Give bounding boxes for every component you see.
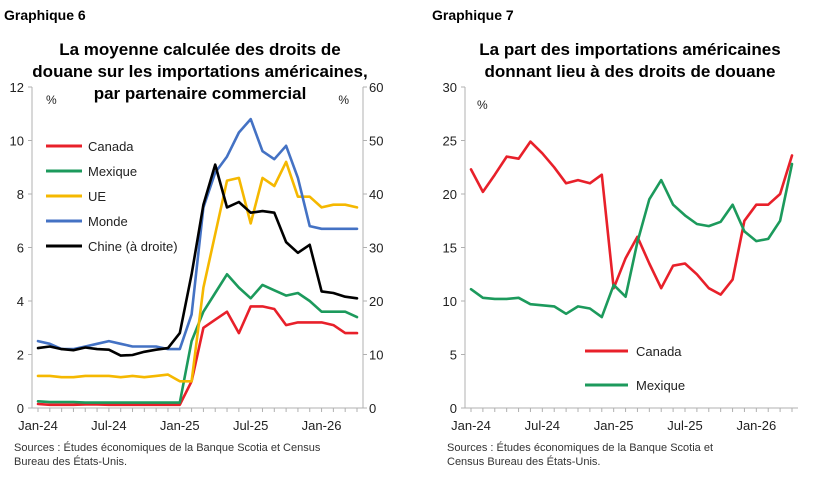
chart6-source-line: Bureau des États-Unis.: [14, 456, 128, 468]
chart6-right-tick-label: 40: [369, 187, 383, 202]
chart7-y-tick-label: 0: [450, 401, 457, 416]
chart6-title-line: La moyenne calculée des droits de: [59, 40, 341, 59]
chart6-left-tick-label: 6: [17, 241, 24, 256]
chart6-x-tick-label: Jul-24: [91, 418, 126, 433]
chart6-left-tick-label: 10: [10, 134, 24, 149]
chart6-left-tick-label: 4: [17, 294, 24, 309]
chart6-source: Sources : Études économiques de la Banqu…: [14, 441, 374, 469]
chart7-x-tick-label: Jan-25: [594, 418, 634, 433]
chart7-x-tick-label: Jul-25: [667, 418, 702, 433]
chart6-left-tick-label: 0: [17, 401, 24, 416]
chart7-x-tick-label: Jul-24: [525, 418, 560, 433]
chart6-source-line: Sources : Études économiques de la Banqu…: [14, 442, 321, 454]
chart6-left-tick-label: 8: [17, 187, 24, 202]
chart7-panel-label: Graphique 7: [432, 7, 514, 23]
chart6-title: La moyenne calculée des droits de douane…: [20, 39, 380, 105]
chart7-title-line: La part des importations américaines: [479, 40, 781, 59]
chart7-y-tick-label: 15: [443, 241, 457, 256]
chart6-legend-label: Canada: [88, 139, 134, 154]
chart6-legend-label: Chine (à droite): [88, 239, 178, 254]
chart6-right-tick-label: 10: [369, 348, 383, 363]
chart7-series-line-canada: [469, 140, 794, 296]
chart7-y-tick-label: 10: [443, 294, 457, 309]
chart7-y-tick-label: 20: [443, 187, 457, 202]
chart6-x-tick-label: Jul-25: [233, 418, 268, 433]
chart6-series-line-monde: [36, 117, 359, 351]
chart7-legend-label: Mexique: [636, 378, 685, 393]
chart6-series-line-canada: [36, 305, 359, 407]
chart7-y-tick-label: 5: [450, 348, 457, 363]
chart7-y-unit: %: [477, 98, 488, 112]
chart7-legend-label: Canada: [636, 344, 682, 359]
chart6-legend-label: Mexique: [88, 164, 137, 179]
chart7-source: Sources : Études économiques de la Banqu…: [447, 441, 817, 469]
chart7-title-line: donnant lieu à des droits de douane: [484, 62, 776, 81]
chart6-left-unit: %: [46, 93, 57, 107]
chart6-x-tick-label: Jan-26: [302, 418, 342, 433]
chart6-x-tick-label: Jan-25: [160, 418, 200, 433]
chart7-x-tick-label: Jan-26: [736, 418, 776, 433]
chart7-y-tick-label: 25: [443, 134, 457, 149]
chart6-title-line: par partenaire commercial: [93, 84, 307, 103]
chart6-legend-label: UE: [88, 189, 106, 204]
chart7-title: La part des importations américaines don…: [440, 39, 820, 83]
chart6-left-tick-label: 2: [17, 348, 24, 363]
chart6-series-line-chine: [36, 163, 359, 357]
chart6-x-tick-label: Jan-24: [18, 418, 58, 433]
chart6-left-tick-label: 12: [10, 80, 24, 95]
chart6-right-tick-label: 30: [369, 241, 383, 256]
chart7-y-tick-label: 30: [443, 80, 457, 95]
chart6-right-tick-label: 20: [369, 294, 383, 309]
chart6-legend-label: Monde: [88, 214, 128, 229]
chart6-right-unit: %: [338, 93, 349, 107]
chart7-source-line: Sources : Études économiques de la Banqu…: [447, 442, 714, 454]
chart7-x-tick-label: Jan-24: [451, 418, 491, 433]
chart7-source-line: Census Bureau des États-Unis.: [447, 456, 601, 468]
chart6-right-tick-label: 60: [369, 80, 383, 95]
chart6-title-line: douane sur les importations américaines,: [32, 62, 368, 81]
chart6-right-tick-label: 0: [369, 401, 376, 416]
chart6-panel-label: Graphique 6: [4, 7, 86, 23]
chart6-right-tick-label: 50: [369, 134, 383, 149]
chart7-series-line-mexique: [469, 162, 794, 319]
